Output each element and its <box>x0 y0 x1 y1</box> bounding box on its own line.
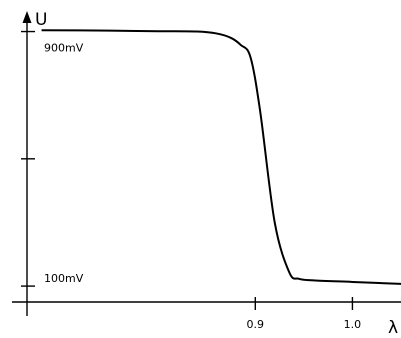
y-axis-label: U <box>35 10 47 30</box>
series-line-0 <box>41 29 401 285</box>
x-tick-label: 1.0 <box>344 318 362 331</box>
plot-area <box>41 29 401 285</box>
x-axis-label: λ <box>388 318 398 338</box>
x-tick-label: 0.9 <box>247 318 265 331</box>
y-ticks: 900mV 100mV <box>21 30 84 287</box>
y-tick-label: 100mV <box>44 272 84 285</box>
x-ticks: 0.91.01.1 <box>247 297 362 331</box>
y-tick-label: 900mV <box>44 42 84 55</box>
y-axis-arrow-icon <box>22 11 32 23</box>
axes: U λ <box>12 10 401 338</box>
